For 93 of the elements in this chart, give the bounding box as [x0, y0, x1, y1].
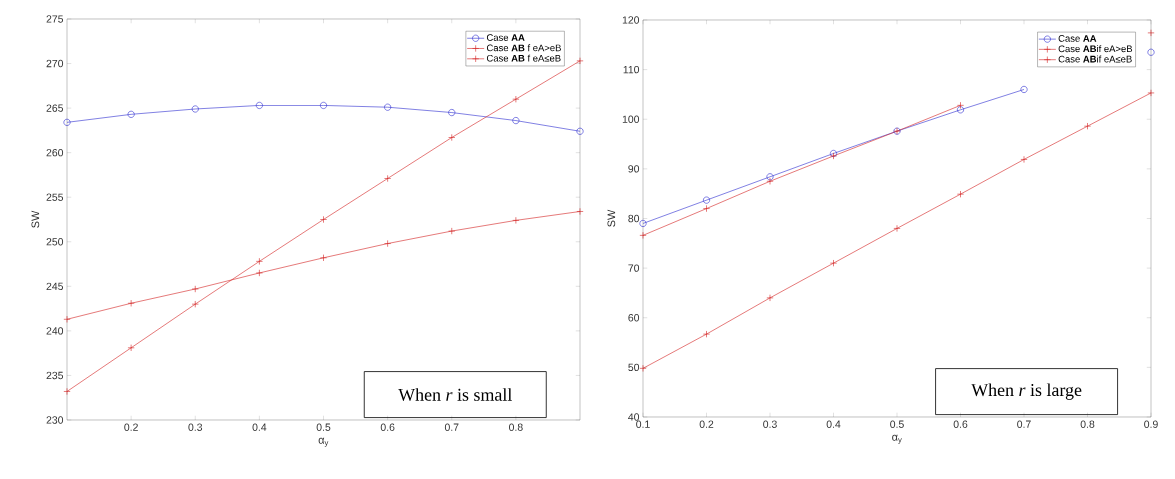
x-tick-label: 0.6: [380, 423, 395, 431]
x-tick-label: 0.2: [699, 420, 714, 428]
x-tick-label: 0.4: [252, 423, 267, 431]
y-tick-label: 120: [622, 16, 640, 24]
point: [384, 240, 392, 248]
x-tick-label: 0.7: [444, 423, 459, 431]
y-axis-title: SW: [31, 210, 40, 228]
point: [639, 219, 647, 227]
point: [893, 224, 901, 232]
point: [191, 300, 199, 308]
point: [957, 101, 964, 109]
point: [512, 216, 520, 224]
x-tick-label: 0.3: [188, 423, 203, 431]
y-tick-label: 245: [46, 282, 64, 291]
point: [448, 109, 456, 117]
y-tick-label: 80: [628, 214, 640, 223]
point: [127, 110, 135, 118]
y-tick-label: 275: [46, 15, 64, 23]
y-tick-label: 50: [628, 363, 640, 372]
point: [766, 294, 774, 302]
x-tick-label: 0.2: [124, 423, 138, 431]
point: [1147, 29, 1155, 37]
x-tick-label: 0.5: [316, 423, 331, 431]
legend-label: Case AA: [1058, 35, 1097, 42]
point: [703, 205, 710, 213]
x-axis-title: α$_{y}$: [892, 434, 902, 444]
x-axis-title: α$_{y}$: [318, 437, 329, 447]
point: [766, 173, 774, 181]
point: [639, 364, 647, 372]
y-tick-label: 230: [46, 416, 64, 424]
legend-label: Case ABif eA≤eB: [1058, 55, 1132, 63]
point: [830, 259, 837, 267]
annotation: When r is large: [971, 383, 1082, 400]
y-tick-label: 70: [628, 264, 640, 272]
point: [639, 231, 647, 239]
point: [1147, 48, 1155, 56]
point: [576, 207, 584, 215]
point: [448, 227, 456, 235]
x-tick-label: 0.8: [509, 423, 523, 431]
point: [255, 101, 263, 109]
x-tick-label: 0.4: [826, 420, 841, 428]
x-tick-label: 0.9: [1144, 420, 1158, 428]
legend-label: Case AA: [486, 34, 525, 41]
legend-label: Case AB f eA≤eB: [486, 54, 561, 62]
point: [957, 106, 964, 114]
point: [191, 105, 199, 113]
y-tick-label: 100: [622, 115, 640, 123]
point: [384, 175, 392, 182]
y-tick-label: 270: [46, 59, 64, 68]
point: [320, 254, 327, 262]
point: [1020, 155, 1028, 163]
point: [703, 196, 710, 204]
point: [576, 57, 584, 65]
y-tick-label: 265: [46, 104, 64, 112]
y-tick-label: 90: [628, 165, 640, 173]
point: [703, 330, 710, 338]
point: [127, 344, 135, 352]
point: [448, 134, 456, 141]
legend-label: Case AB f eA>eB: [486, 44, 561, 52]
point: [320, 101, 327, 109]
point: [1084, 122, 1091, 130]
x-tick-label: 0.1: [636, 420, 650, 428]
point: [255, 269, 263, 277]
point: [384, 103, 392, 111]
x-tick-label: 0.3: [763, 420, 777, 428]
point: [1020, 85, 1028, 93]
point: [957, 190, 964, 198]
point: [1147, 89, 1155, 97]
y-tick-label: 110: [623, 65, 640, 74]
x-tick-label: 0.6: [953, 420, 968, 428]
point: [127, 299, 135, 307]
point: [576, 127, 584, 135]
x-tick-label: 0.5: [890, 420, 904, 428]
y-tick-label: 240: [46, 327, 64, 335]
point: [512, 117, 520, 125]
point: [766, 177, 774, 185]
y-tick-label: 255: [46, 193, 64, 201]
point: [63, 118, 71, 126]
y-tick-label: 235: [46, 371, 64, 380]
point: [191, 285, 199, 293]
x-tick-label: 0.8: [1080, 420, 1095, 428]
y-tick-label: 250: [46, 238, 64, 246]
point: [255, 257, 263, 265]
point: [63, 387, 71, 395]
y-tick-label: 260: [46, 148, 64, 157]
legend-label: Case ABif eA>eB: [1058, 45, 1133, 53]
x-tick-label: 0.7: [1017, 420, 1031, 428]
y-axis-title: SW: [607, 209, 616, 227]
y-tick-label: 60: [628, 314, 640, 322]
point: [63, 315, 71, 323]
annotation: When r is small: [398, 388, 512, 401]
y-tick-label: 40: [628, 413, 640, 421]
point: [512, 95, 520, 103]
